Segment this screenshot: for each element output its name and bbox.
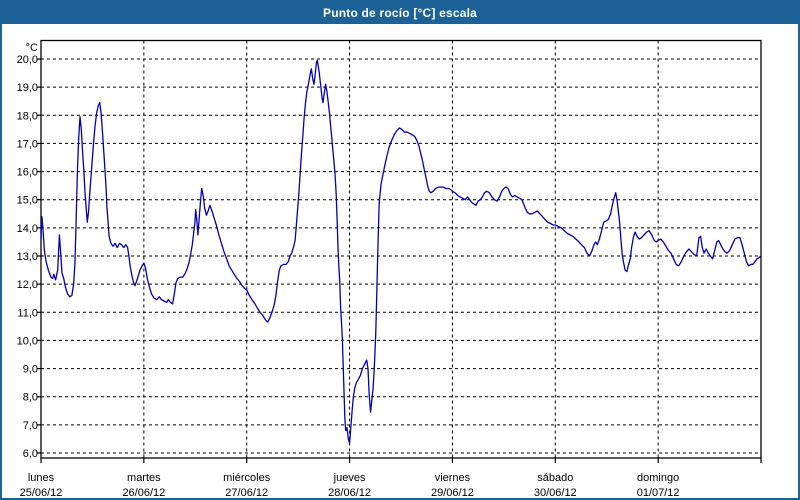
y-axis-unit-label: °C xyxy=(26,42,38,54)
svg-text:12,0: 12,0 xyxy=(17,279,38,291)
svg-text:15,0: 15,0 xyxy=(17,195,38,207)
svg-text:9,0: 9,0 xyxy=(23,364,38,376)
day-name-label: miércoles xyxy=(223,472,271,484)
x-axis-labels: lunes 25/06/12 martes 26/06/12 miércoles 27/0… xyxy=(20,472,680,498)
day-date-label: 30/06/12 xyxy=(534,487,577,498)
day-name-label: martes xyxy=(127,472,161,484)
grid xyxy=(41,40,761,458)
axis-ticks xyxy=(36,58,762,463)
svg-text:8,0: 8,0 xyxy=(23,392,38,404)
day-date-label: 26/06/12 xyxy=(122,487,165,498)
dewpoint-line-chart: °C20,0 19,0 18,0 17,0 16,0 15,0 14,0 13,0 12,0 11… xyxy=(17,39,762,498)
svg-text:19,0: 19,0 xyxy=(17,82,38,94)
day-date-label: 25/06/12 xyxy=(20,487,63,498)
svg-text:11,0: 11,0 xyxy=(17,307,38,319)
window-titlebar: Punto de rocío [°C] escala xyxy=(2,2,798,24)
svg-text:13,0: 13,0 xyxy=(17,251,38,263)
svg-text:20,0: 20,0 xyxy=(17,54,38,66)
day-date-label: 27/06/12 xyxy=(225,487,268,498)
day-name-label: viernes xyxy=(435,472,471,484)
svg-text:17,0: 17,0 xyxy=(17,138,38,150)
svg-text:18,0: 18,0 xyxy=(17,110,38,122)
day-date-label: 29/06/12 xyxy=(431,487,474,498)
svg-text:7,0: 7,0 xyxy=(23,420,38,432)
plot-border xyxy=(40,39,762,459)
day-date-label: 01/07/12 xyxy=(637,487,680,498)
y-axis-labels: °C20,0 19,0 18,0 17,0 16,0 15,0 14,0 13,0 12,0 11… xyxy=(17,42,38,460)
day-name-label: jueves xyxy=(333,472,366,484)
chart-panel: °C 20,0 19,0 18,0 17,0 16,0 15,0 14,0 13,0 12,0 11… xyxy=(2,24,798,498)
window-title: Punto de rocío [°C] escala xyxy=(322,6,478,20)
day-name-label: lunes xyxy=(28,472,55,484)
svg-text:6,0: 6,0 xyxy=(23,448,38,460)
day-name-label: domingo xyxy=(637,472,679,484)
svg-text:10,0: 10,0 xyxy=(17,335,38,347)
svg-text:14,0: 14,0 xyxy=(17,223,38,235)
day-date-label: 28/06/12 xyxy=(328,487,371,498)
day-name-label: sábado xyxy=(537,472,573,484)
dewpoint-series-line xyxy=(40,59,762,444)
svg-text:16,0: 16,0 xyxy=(17,167,38,179)
